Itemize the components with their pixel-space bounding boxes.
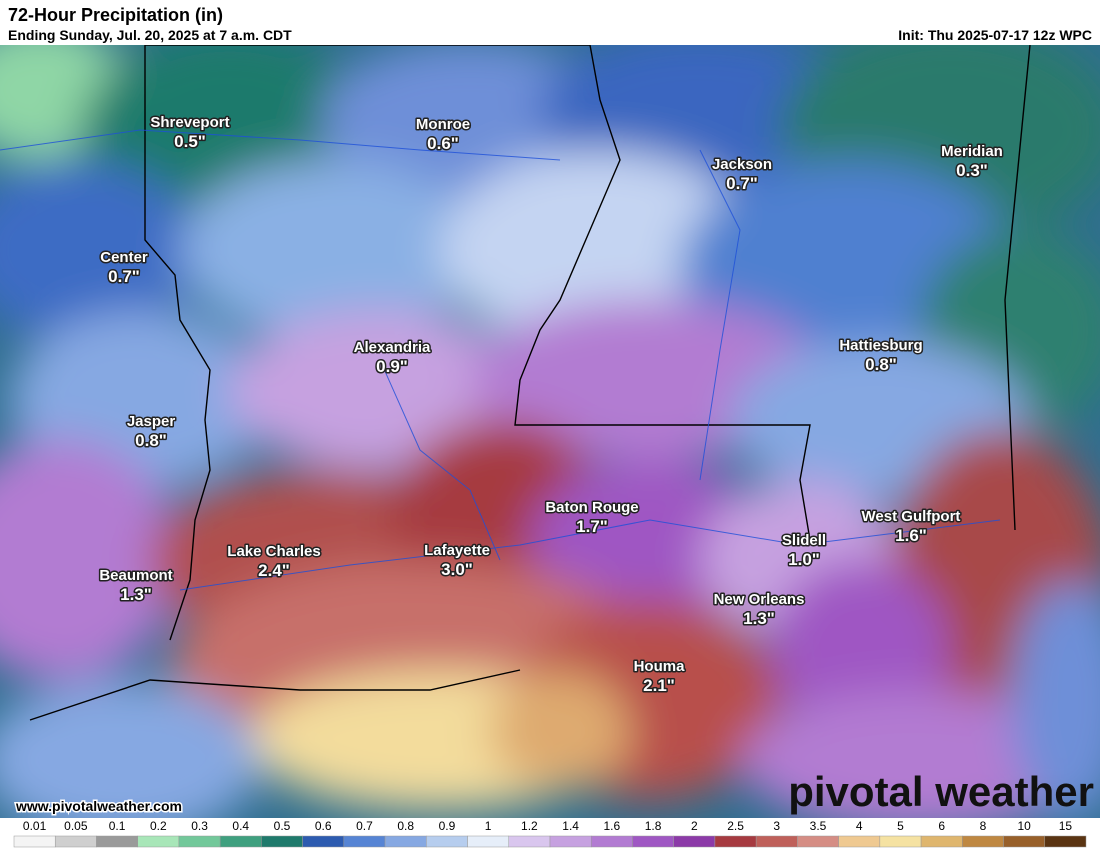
colorbar-label: 4 bbox=[856, 819, 863, 833]
colorbar-label: 0.8 bbox=[397, 819, 414, 833]
city-name: Baton Rouge bbox=[545, 499, 638, 516]
colorbar-swatch bbox=[96, 835, 138, 848]
colorbar: 0.01 0.05 0.1 0.2 0.3 0.4 0.5 0.6 0.7 0.8 0.9 1 1.2 1… bbox=[0, 818, 1100, 850]
colorbar-label: 2.5 bbox=[727, 819, 744, 833]
colorbar-swatch bbox=[343, 835, 386, 848]
logo: pivotal weather bbox=[788, 768, 1094, 815]
city-value: 3.0" bbox=[441, 560, 473, 579]
city-name: Shreveport bbox=[150, 114, 229, 131]
colorbar-swatch bbox=[1044, 835, 1087, 848]
city-value: 0.6" bbox=[427, 134, 459, 153]
city-value: 1.3" bbox=[120, 585, 152, 604]
colorbar-swatch bbox=[467, 835, 510, 848]
city-value: 1.7" bbox=[576, 517, 608, 536]
colorbar-label: 1.6 bbox=[604, 819, 621, 833]
city-name: Houma bbox=[634, 658, 685, 675]
colorbar-swatch bbox=[1003, 835, 1046, 848]
precip-field bbox=[0, 45, 1100, 818]
colorbar-swatch bbox=[549, 835, 592, 848]
colorbar-label: 0.7 bbox=[356, 819, 373, 833]
city-value: 0.3" bbox=[956, 161, 988, 180]
city-name: Center bbox=[100, 249, 148, 266]
city-name: Hattiesburg bbox=[839, 337, 922, 354]
colorbar-swatch bbox=[590, 835, 633, 848]
city-name: Lake Charles bbox=[227, 543, 320, 560]
city-value: 2.4" bbox=[258, 561, 290, 580]
colorbar-label: 0.4 bbox=[232, 819, 249, 833]
colorbar-swatch bbox=[178, 835, 221, 848]
colorbar-swatch bbox=[261, 835, 303, 848]
city-name: Jackson bbox=[712, 156, 772, 173]
colorbar-swatch bbox=[755, 835, 798, 848]
colorbar-swatch bbox=[962, 835, 1004, 848]
colorbar-swatch bbox=[13, 835, 56, 848]
city-name: Alexandria bbox=[354, 339, 431, 356]
colorbar-label: 0.05 bbox=[64, 819, 88, 833]
colorbar-label: 1.4 bbox=[562, 819, 579, 833]
colorbar-label: 3 bbox=[773, 819, 780, 833]
colorbar-swatch bbox=[797, 835, 839, 848]
city-name: New Orleans bbox=[714, 591, 805, 608]
city-value: 0.7" bbox=[726, 174, 758, 193]
colorbar-label: 15 bbox=[1059, 819, 1073, 833]
colorbar-swatch bbox=[54, 835, 97, 848]
colorbar-swatch bbox=[137, 835, 180, 848]
colorbar-label: 6 bbox=[938, 819, 945, 833]
colorbar-label: 1.2 bbox=[521, 819, 538, 833]
colorbar-swatch bbox=[714, 835, 757, 848]
colorbar-label: 0.6 bbox=[315, 819, 332, 833]
state-borders bbox=[29, 45, 1031, 721]
colorbar-label: 3.5 bbox=[810, 819, 827, 833]
colorbar-label: 2 bbox=[691, 819, 698, 833]
city-labels: Shreveport0.5"Monroe0.6"Jackson0.7"Merid… bbox=[98, 113, 1005, 697]
colorbar-label: 8 bbox=[980, 819, 987, 833]
subtitle: Ending Sunday, Jul. 20, 2025 at 7 a.m. C… bbox=[8, 27, 292, 43]
colorbar-label: 10 bbox=[1017, 819, 1031, 833]
colorbar-swatch bbox=[838, 835, 881, 848]
city-value: 2.1" bbox=[643, 676, 675, 695]
colorbar-swatch bbox=[508, 835, 551, 848]
website: www.pivotalweather.com bbox=[15, 798, 182, 814]
colorbar-swatch bbox=[384, 835, 427, 848]
colorbar-swatch bbox=[632, 835, 674, 848]
city-name: Monroe bbox=[416, 116, 470, 133]
city-value: 0.8" bbox=[135, 431, 167, 450]
colorbar-swatch bbox=[426, 835, 468, 848]
city-name: Lafayette bbox=[424, 542, 490, 559]
colorbar-label: 0.01 bbox=[23, 819, 47, 833]
city-value: 1.0" bbox=[788, 550, 820, 569]
colorbar-label: 0.1 bbox=[109, 819, 126, 833]
rivers bbox=[0, 129, 1001, 591]
city-value: 0.7" bbox=[108, 267, 140, 286]
colorbar-swatch bbox=[302, 835, 345, 848]
city-value: 1.6" bbox=[895, 526, 927, 545]
city-name: West Gulfport bbox=[862, 508, 961, 525]
colorbar-swatch bbox=[673, 835, 716, 848]
init-time: Init: Thu 2025-07-17 12z WPC bbox=[898, 27, 1092, 43]
city-value: 0.8" bbox=[865, 355, 897, 374]
title: 72-Hour Precipitation (in) bbox=[8, 5, 223, 25]
city-name: Slidell bbox=[782, 532, 826, 549]
colorbar-label: 1.8 bbox=[645, 819, 662, 833]
colorbar-label: 0.2 bbox=[150, 819, 167, 833]
city-value: 0.9" bbox=[376, 357, 408, 376]
colorbar-swatch bbox=[879, 835, 922, 848]
colorbar-label: 0.3 bbox=[191, 819, 208, 833]
colorbar-swatch bbox=[920, 835, 963, 848]
colorbar-label: 0.5 bbox=[274, 819, 291, 833]
colorbar-swatch bbox=[219, 835, 262, 848]
colorbar-label: 1 bbox=[485, 819, 492, 833]
city-value: 0.5" bbox=[174, 132, 206, 151]
city-name: Meridian bbox=[941, 143, 1003, 160]
colorbar-label: 5 bbox=[897, 819, 904, 833]
city-value: 1.3" bbox=[743, 609, 775, 628]
city-name: Jasper bbox=[127, 413, 176, 430]
city-name: Beaumont bbox=[99, 567, 172, 584]
colorbar-label: 0.9 bbox=[439, 819, 456, 833]
